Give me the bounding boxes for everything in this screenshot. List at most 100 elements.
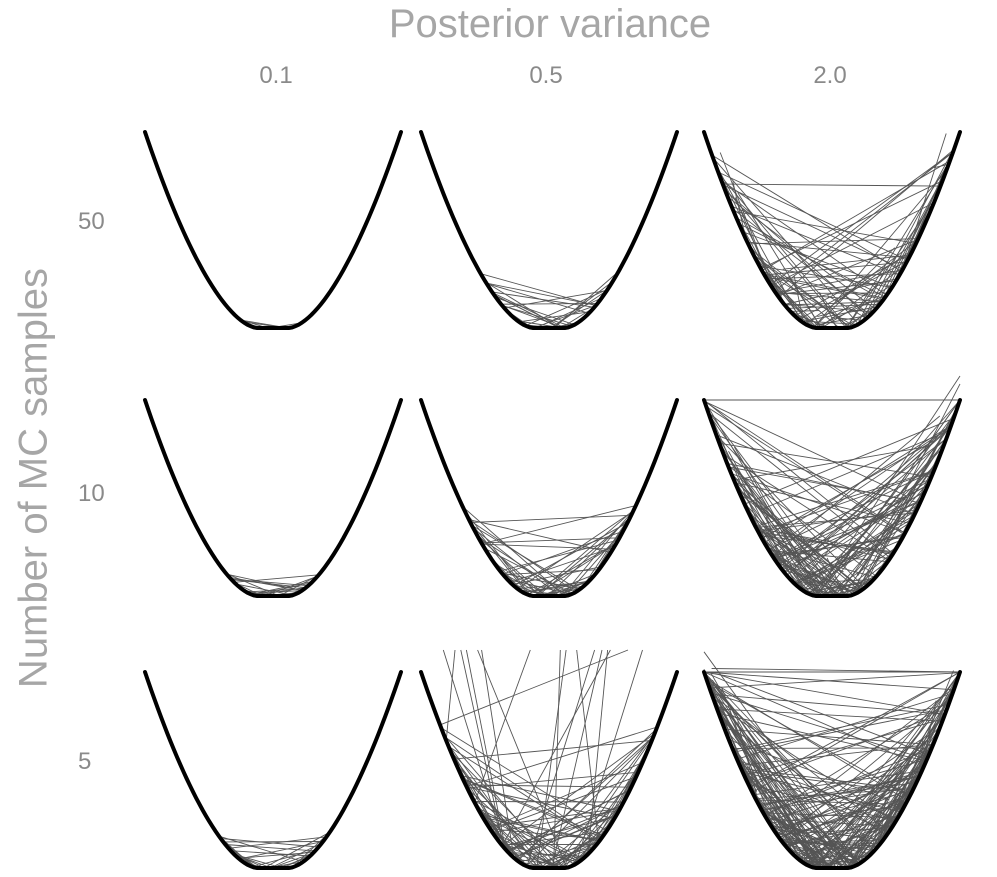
sample-line <box>814 293 888 329</box>
sample-line <box>711 693 946 715</box>
sample-line <box>722 184 903 270</box>
sample-line <box>766 818 881 827</box>
sample-line <box>553 649 561 869</box>
sample-line <box>492 292 566 329</box>
sample-line <box>801 306 879 323</box>
sample-line <box>801 399 961 582</box>
sample-line <box>506 789 630 852</box>
sample-line <box>778 151 954 288</box>
sample-line <box>535 297 602 329</box>
sample-line <box>480 273 596 307</box>
sample-line <box>714 162 802 322</box>
sample-line <box>504 289 608 309</box>
parabola-curve <box>419 398 679 598</box>
sample-line <box>225 844 316 852</box>
parabola-curve <box>143 398 403 598</box>
sample-line <box>851 383 961 596</box>
sample-line <box>813 787 915 868</box>
sample-line <box>470 514 632 523</box>
sample-line <box>481 649 515 858</box>
parabola-curve <box>702 670 962 870</box>
sample-line <box>575 649 643 865</box>
sample-line <box>250 580 313 595</box>
sample-line <box>776 769 923 834</box>
sample-line <box>712 697 797 829</box>
sample-line <box>544 852 590 869</box>
sample-line <box>758 470 934 534</box>
sample-line <box>798 260 908 320</box>
sample-line <box>744 718 944 777</box>
sample-line <box>782 491 926 571</box>
parabola-curve <box>419 670 679 870</box>
sample-line <box>857 456 940 577</box>
sample-line <box>517 728 657 862</box>
sample-line <box>827 671 961 869</box>
sample-line <box>477 536 547 597</box>
sample-line <box>831 317 865 321</box>
sample-line <box>452 755 539 869</box>
sample-line <box>492 810 620 833</box>
sample-line <box>707 412 891 559</box>
sample-line <box>439 649 629 726</box>
sample-line <box>718 673 930 756</box>
sample-line <box>518 311 591 323</box>
sample-line <box>507 804 623 853</box>
sample-line <box>796 856 860 865</box>
sample-line <box>510 582 546 597</box>
sample-line <box>512 566 602 585</box>
sample-line <box>764 542 819 597</box>
panel-10-0.5 <box>419 398 679 598</box>
sample-line <box>775 269 903 294</box>
sample-line <box>704 401 906 534</box>
sample-line <box>819 292 838 329</box>
sample-line <box>781 423 952 570</box>
sample-line <box>802 463 938 591</box>
sample-line <box>554 732 656 869</box>
sample-line <box>856 754 930 848</box>
sample-line <box>481 537 620 544</box>
sample-line <box>515 858 571 867</box>
column-label-0.5: 0.5 <box>529 62 563 89</box>
sample-line <box>561 736 654 869</box>
sample-line <box>711 154 902 272</box>
sample-line <box>502 305 572 327</box>
sample-line <box>772 790 830 869</box>
sample-line <box>846 160 951 329</box>
sample-line <box>826 557 846 597</box>
panel-50-0.1 <box>143 130 403 330</box>
sample-line <box>473 527 561 597</box>
sample-line <box>866 791 906 859</box>
sample-line <box>782 254 911 270</box>
sample-line <box>482 543 613 550</box>
column-label-2.0: 2.0 <box>813 62 847 89</box>
sample-line <box>540 573 596 597</box>
sample-line <box>763 812 898 819</box>
sample-line <box>460 775 558 869</box>
sample-line <box>758 531 893 555</box>
sample-line <box>474 649 531 803</box>
sample-line <box>502 815 617 847</box>
column-label-0.1: 0.1 <box>259 62 293 89</box>
sample-line <box>712 157 859 325</box>
sample-line <box>837 437 948 597</box>
sample-line <box>736 693 953 760</box>
sample-line <box>754 525 837 597</box>
sample-line <box>857 551 895 581</box>
sample-line <box>493 562 548 597</box>
sample-line <box>488 807 621 828</box>
parabola-curve <box>702 130 962 330</box>
parabola-curve <box>143 670 403 870</box>
sample-line <box>462 778 603 838</box>
sample-line <box>762 531 799 588</box>
sample-line <box>536 649 567 869</box>
sample-line <box>461 775 619 812</box>
sample-line <box>748 238 919 245</box>
sample-line <box>751 250 806 325</box>
sample-line <box>501 302 598 305</box>
sample-line <box>760 430 950 511</box>
sample-line <box>861 145 956 323</box>
sample-line <box>821 283 895 329</box>
sample-line <box>530 833 605 869</box>
sample-line <box>485 281 561 329</box>
sample-line <box>448 746 599 843</box>
